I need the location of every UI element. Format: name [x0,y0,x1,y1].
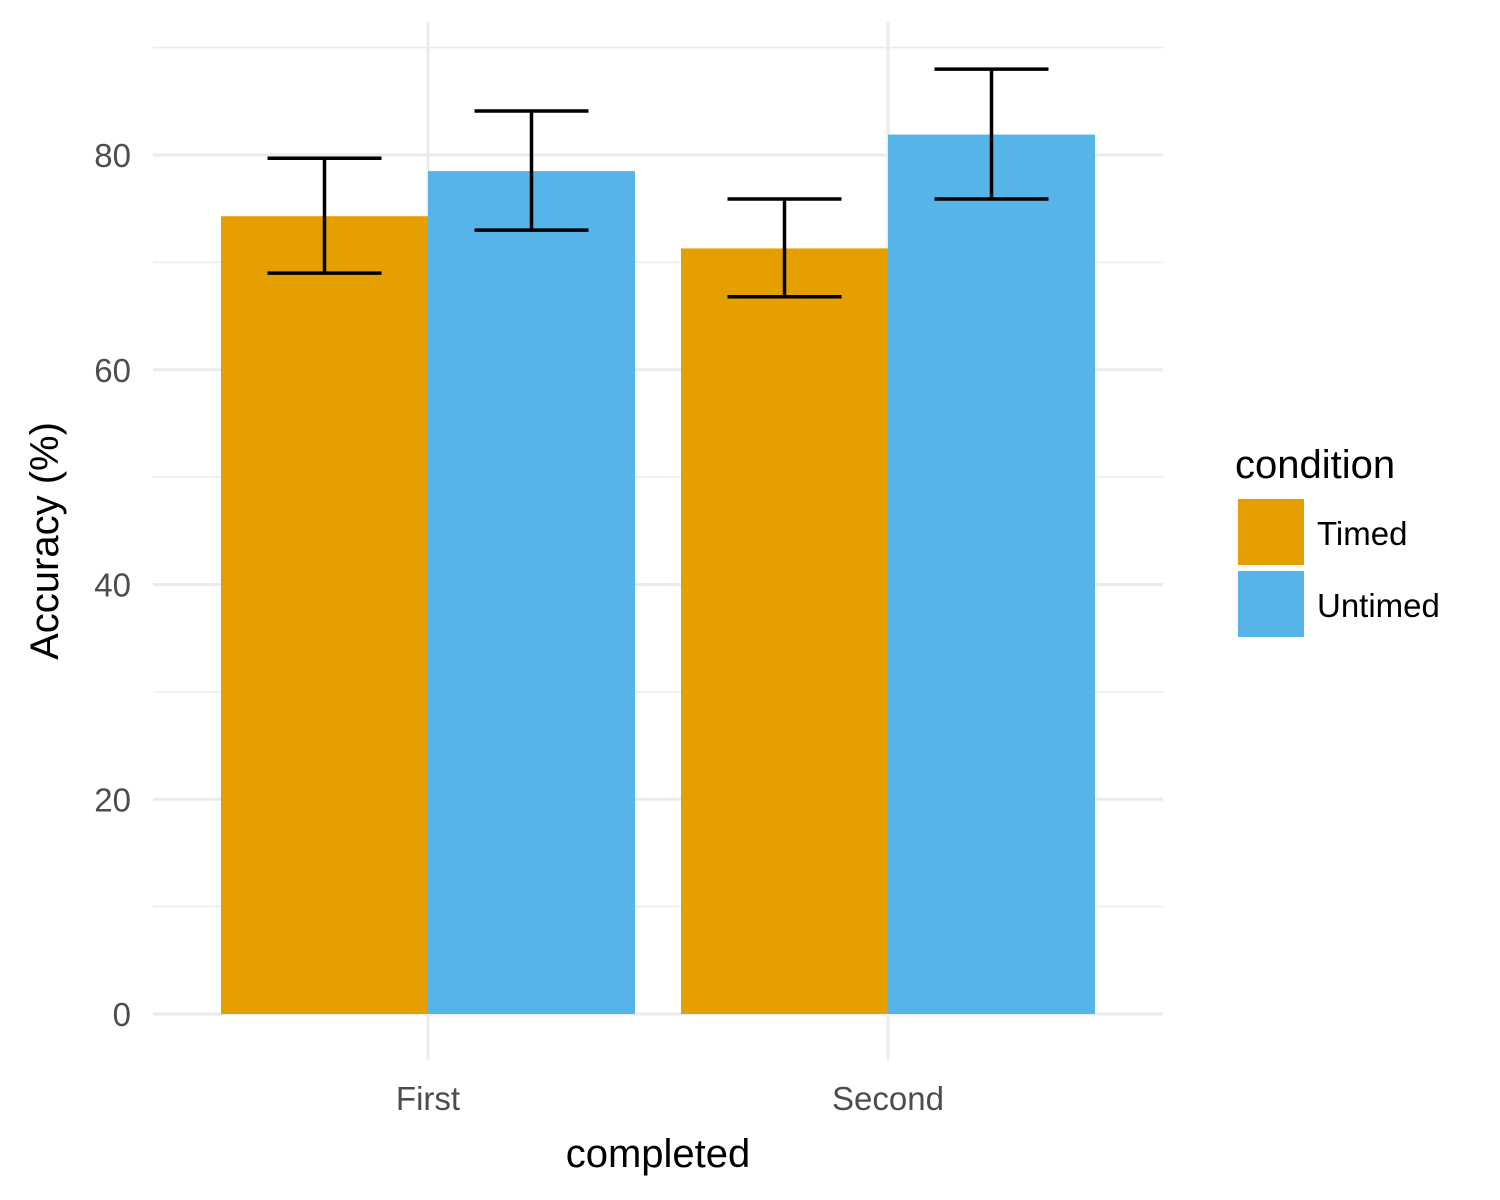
legend-label: Untimed [1317,587,1440,624]
legend-label: Timed [1317,515,1407,552]
x-axis-ticks: First Second [396,1080,944,1117]
y-tick-label: 60 [94,352,131,389]
error-bars [267,67,1049,299]
bars [221,134,1095,1015]
y-tick-label: 80 [94,137,131,174]
y-axis-title: Accuracy (%) [23,422,67,660]
legend-key [1238,499,1304,565]
legend-key [1238,571,1304,637]
bar [888,134,1095,1014]
x-tick-label: First [396,1080,460,1117]
bar [221,216,428,1015]
x-tick-label: Second [832,1080,944,1117]
y-tick-label: 20 [94,781,131,818]
y-tick-label: 0 [113,996,131,1033]
legend: condition Timed Untimed [1235,443,1440,637]
bar [681,248,888,1014]
legend-title: condition [1235,443,1395,487]
y-axis-ticks: 0 20 40 60 80 [94,137,131,1033]
x-axis-title: completed [566,1132,751,1176]
y-tick-label: 40 [94,567,131,604]
bar [428,171,635,1014]
